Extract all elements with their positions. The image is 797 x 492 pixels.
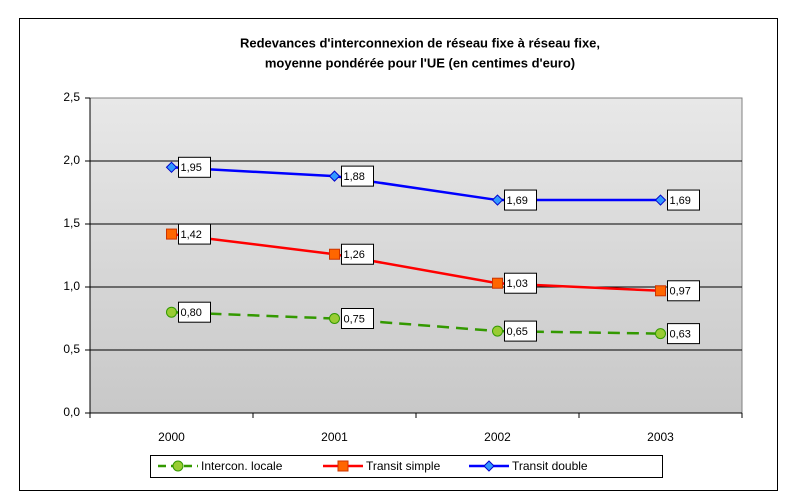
data-point [166,306,177,318]
plot-area [89,97,743,414]
data-label-box [667,189,700,211]
data-point [654,194,667,206]
legend [150,455,663,478]
data-label: 0,97 [670,286,691,298]
data-label-box [341,243,374,265]
legend-marker [337,460,349,472]
legend-label: Transit simple [366,459,441,473]
x-tick-label: 2002 [484,430,511,444]
legend-label: Transit double [512,459,588,473]
legend-marker [172,460,184,472]
chart-title: Redevances d'interconnexion de réseau fi… [240,35,600,50]
data-point [655,285,666,297]
series-line [171,310,661,335]
y-tick-label: 0,0 [63,405,80,419]
y-tick-label: 2,0 [63,153,80,167]
data-label-box [178,156,211,178]
legend-marker [483,460,495,472]
data-label-box [504,189,537,211]
legend-label: Intercon. locale [201,459,283,473]
data-label-box [178,223,211,245]
data-point [329,248,340,260]
data-point [329,313,340,324]
data-label: 1,69 [507,195,528,207]
data-label: 0,63 [670,329,691,341]
data-label: 1,88 [344,171,365,183]
data-label: 0,65 [507,326,528,338]
data-point [491,194,504,206]
data-label-box [667,280,700,302]
data-label-box [667,323,700,345]
data-label: 1,26 [344,249,365,261]
data-label-box [341,165,374,187]
x-tick-label: 2001 [321,430,348,444]
data-label: 1,03 [507,278,528,290]
data-label: 1,42 [181,229,202,241]
data-point [492,277,503,289]
data-label: 1,69 [670,195,691,207]
data-label-box [178,301,211,323]
series-line [171,166,661,202]
y-tick-label: 2,5 [63,90,80,104]
data-label: 1,95 [181,162,202,174]
data-point [655,328,666,340]
series-line [171,232,661,293]
data-label-box [504,272,537,294]
y-tick-label: 1,0 [63,279,80,293]
data-point [328,170,341,182]
data-point [492,325,503,337]
data-label: 0,80 [181,307,202,319]
x-tick-label: 2003 [647,430,674,444]
data-label-box [504,320,537,342]
data-point [166,228,177,240]
x-tick-label: 2000 [158,430,185,444]
chart-title: moyenne pondérée pour l'UE (en centimes … [265,55,575,70]
y-tick-label: 0,5 [63,342,80,356]
data-point [165,161,178,174]
data-label: 0,75 [344,313,365,325]
y-tick-label: 1,5 [63,216,80,230]
data-label-box [341,308,374,329]
